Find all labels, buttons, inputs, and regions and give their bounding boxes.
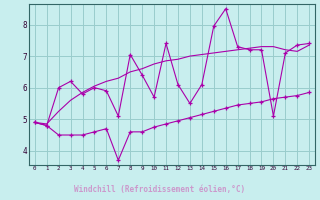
Text: Windchill (Refroidissement éolien,°C): Windchill (Refroidissement éolien,°C)	[75, 185, 245, 194]
